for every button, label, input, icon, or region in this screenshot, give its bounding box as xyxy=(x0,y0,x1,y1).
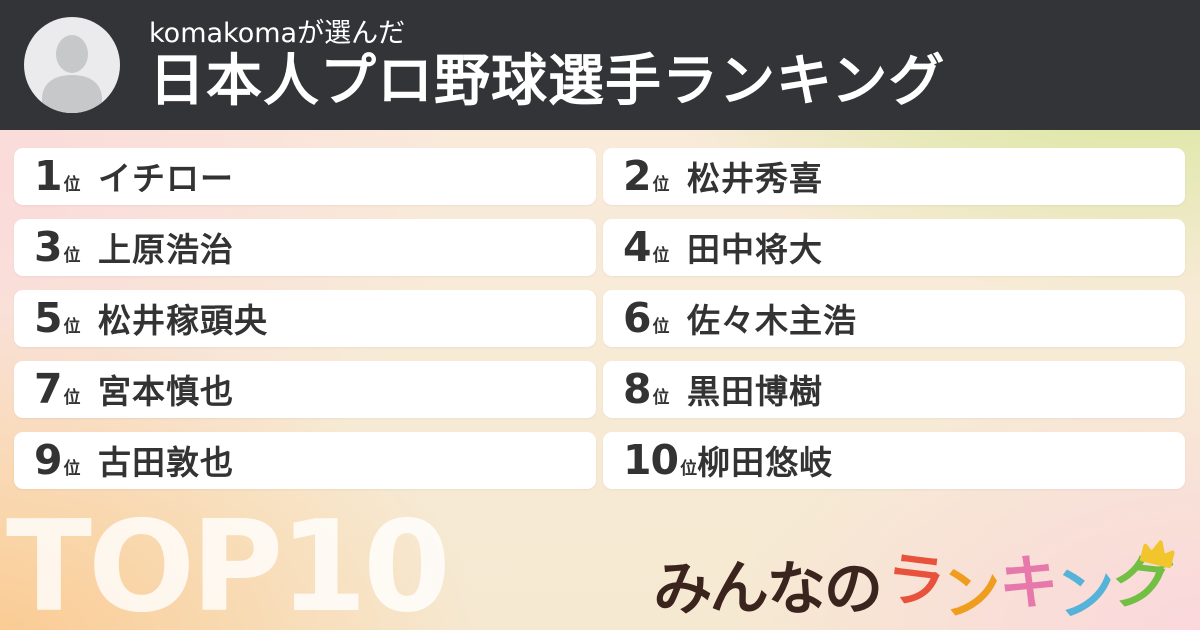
player-name: 佐々木主浩 xyxy=(687,301,857,340)
minna-no-ranking-logo: み ん な の ラ ン キ ン グ xyxy=(651,540,1175,629)
rank-suffix: 位 xyxy=(652,175,670,195)
rank-number: 7 xyxy=(34,365,63,413)
logo-char: ん xyxy=(708,552,769,623)
header: komakomaが選んだ 日本人プロ野球選手ランキング xyxy=(0,0,1200,130)
rank-number: 4 xyxy=(623,223,652,271)
rank-number: 5 xyxy=(34,294,63,342)
player-name: 黒田博樹 xyxy=(687,372,823,411)
rank-suffix: 位 xyxy=(63,175,81,195)
player-name: 柳田悠岐 xyxy=(697,443,834,482)
rank-suffix: 位 xyxy=(652,246,670,266)
rank-number: 8 xyxy=(623,365,652,413)
rank-suffix: 位 xyxy=(652,317,670,337)
logo-char: ン xyxy=(1052,553,1118,630)
rank-suffix: 位 xyxy=(63,317,81,337)
top10-watermark: TOP10 xyxy=(6,493,451,630)
logo-char: ラ xyxy=(881,542,947,619)
header-text: komakomaが選んだ 日本人プロ野球選手ランキング xyxy=(149,18,945,113)
rank-number: 10 xyxy=(623,436,679,484)
player-name: 松井稼頭央 xyxy=(98,301,268,340)
logo-char: み xyxy=(651,553,712,624)
page-title: 日本人プロ野球選手ランキング xyxy=(149,48,946,114)
rank-number: 1 xyxy=(34,152,63,200)
person-icon xyxy=(42,35,102,113)
rank-suffix: 位 xyxy=(652,388,670,408)
logo-char: な xyxy=(765,553,826,624)
rank-number: 9 xyxy=(34,436,63,484)
rank-number: 3 xyxy=(34,223,63,271)
header-subtitle: komakomaが選んだ xyxy=(149,17,406,49)
ranking-item-10: 10 位 柳田悠岐 xyxy=(603,432,1185,489)
player-name: 松井秀喜 xyxy=(687,159,823,198)
rank-suffix: 位 xyxy=(63,459,81,479)
crown-icon xyxy=(1139,540,1175,569)
logo-char: キ xyxy=(997,546,1059,619)
player-name: イチロー xyxy=(98,159,234,198)
avatar xyxy=(24,17,120,113)
rank-suffix: 位 xyxy=(680,459,698,479)
rank-suffix: 位 xyxy=(63,246,81,266)
rank-suffix: 位 xyxy=(63,388,81,408)
player-name: 上原浩治 xyxy=(98,230,234,269)
rank-number: 6 xyxy=(623,294,652,342)
player-name: 古田敦也 xyxy=(98,443,234,482)
logo-char: ン xyxy=(939,554,1003,629)
player-name: 宮本慎也 xyxy=(98,372,234,411)
rank-number: 2 xyxy=(623,152,652,200)
player-name: 田中将大 xyxy=(687,230,823,269)
rank-badge: 10 位 xyxy=(623,440,697,481)
logo-char: の xyxy=(822,553,883,624)
